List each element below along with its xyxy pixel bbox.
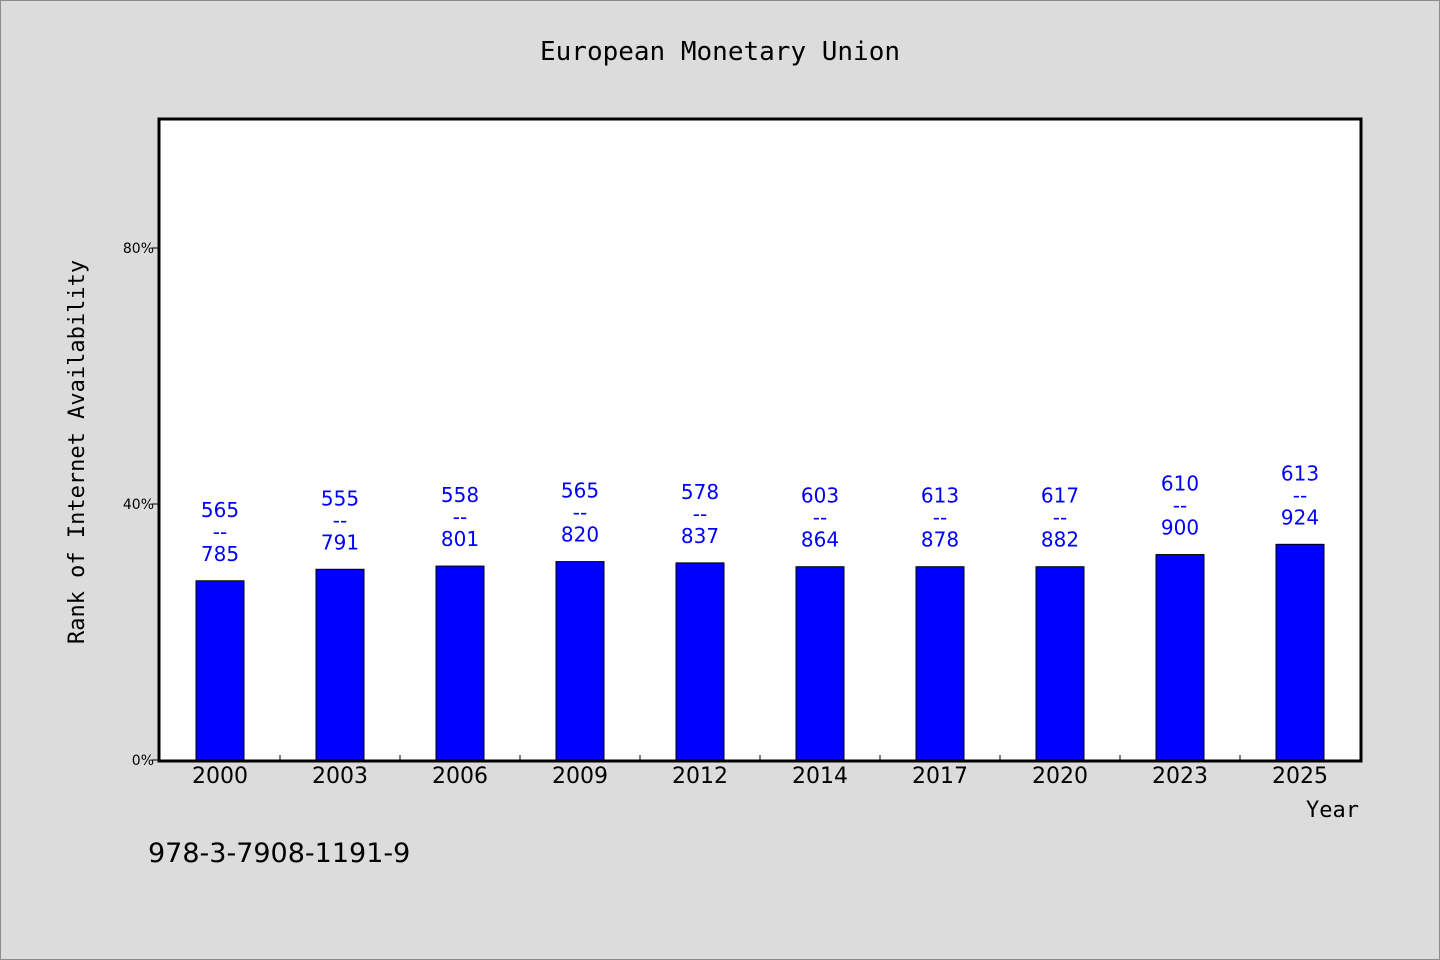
data-label-2006-line1: 558 <box>441 483 479 507</box>
data-label-2017-line1: 613 <box>921 484 959 508</box>
bar-2003 <box>315 568 365 761</box>
bar-2025 <box>1275 543 1325 761</box>
data-label-2012-line1: 578 <box>681 480 719 504</box>
y-tick-label: 0% <box>132 753 154 769</box>
data-label-2003-line2: -- <box>333 508 347 532</box>
bar-2020 <box>1035 566 1085 761</box>
bar-2017 <box>915 566 965 761</box>
data-label-2023-line2: -- <box>1173 494 1187 518</box>
chart-title: European Monetary Union <box>540 37 900 67</box>
y-axis-label: Rank of Internet Availability <box>65 260 90 644</box>
y-tick-label: 40% <box>123 497 154 513</box>
data-label-2023-line3: 900 <box>1161 516 1199 540</box>
data-label-2000-line3: 785 <box>201 542 239 566</box>
x-tick-label-2000: 2000 <box>192 764 248 789</box>
x-axis-label: Year <box>1306 798 1359 823</box>
bars-layer <box>195 543 1325 761</box>
x-tick-label-2012: 2012 <box>672 764 728 789</box>
x-tick-label-2017: 2017 <box>912 764 968 789</box>
x-tick-label-2025: 2025 <box>1272 764 1328 789</box>
x-tick-label-2020: 2020 <box>1032 764 1088 789</box>
data-label-2020-line1: 617 <box>1041 484 1079 508</box>
bar-2000 <box>195 580 245 761</box>
data-label-2003-line3: 791 <box>321 530 359 554</box>
data-label-2025-line1: 613 <box>1281 461 1319 485</box>
y-tick-label: 80% <box>123 241 154 257</box>
data-label-2025-line3: 924 <box>1281 505 1319 529</box>
bar-2006 <box>435 565 485 761</box>
data-label-2014-line3: 864 <box>801 528 839 552</box>
x-axis-ticks: 2000 2003 2006 2009 2012 2014 2017 2020 2023 2025 <box>192 755 1328 789</box>
data-label-2003-line1: 555 <box>321 486 359 510</box>
data-label-2009-line2: -- <box>573 501 587 525</box>
bar-2009 <box>555 561 605 761</box>
data-label-2023-line1: 610 <box>1161 472 1199 496</box>
x-tick-label-2003: 2003 <box>312 764 368 789</box>
data-label-2009-line3: 820 <box>561 523 599 547</box>
data-label-2009-line1: 565 <box>561 479 599 503</box>
x-tick-label-2014: 2014 <box>792 764 848 789</box>
data-label-2020-line3: 882 <box>1041 528 1079 552</box>
x-tick-label-2006: 2006 <box>432 764 488 789</box>
bar-2012 <box>675 562 725 761</box>
x-tick-label-2023: 2023 <box>1152 764 1208 789</box>
data-label-2017-line2: -- <box>933 506 947 530</box>
data-label-2020-line2: -- <box>1053 506 1067 530</box>
bar-2014 <box>795 566 845 761</box>
data-label-2012-line3: 837 <box>681 524 719 548</box>
x-tick-label-2009: 2009 <box>552 764 608 789</box>
data-label-2017-line3: 878 <box>921 528 959 552</box>
data-labels-layer: 565--785555--791558--801565--820578--837… <box>201 461 1319 565</box>
data-label-2014-line1: 603 <box>801 484 839 508</box>
isbn-footer: 978-3-7908-1191-9 <box>148 838 410 869</box>
data-label-2000-line1: 565 <box>201 498 239 522</box>
y-axis-ticks: 0% 40% 80% <box>123 241 160 769</box>
bar-2023 <box>1155 554 1205 761</box>
data-label-2012-line2: -- <box>693 502 707 526</box>
data-label-2025-line2: -- <box>1293 483 1307 507</box>
data-label-2000-line2: -- <box>213 520 227 544</box>
data-label-2006-line2: -- <box>453 505 467 529</box>
data-label-2006-line3: 801 <box>441 527 479 551</box>
data-label-2014-line2: -- <box>813 506 827 530</box>
